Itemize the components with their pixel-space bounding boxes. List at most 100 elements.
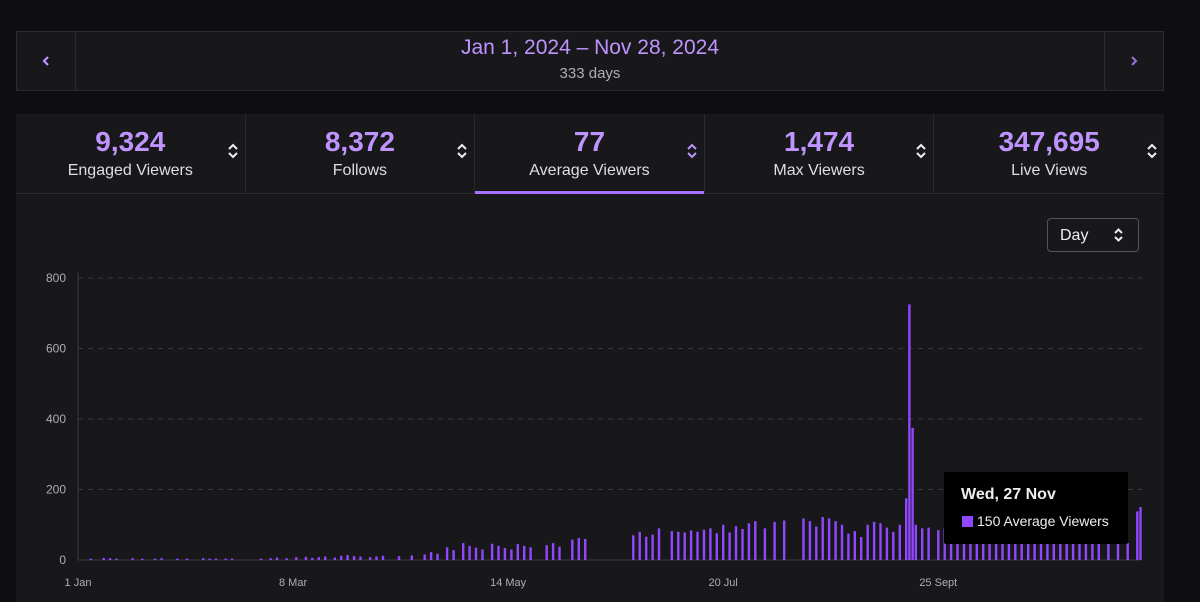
chart-bar: [375, 556, 378, 560]
chart-bar: [885, 527, 889, 560]
chart-bar: [994, 536, 998, 560]
chart-bar: [773, 521, 776, 560]
stat-label: Follows: [332, 162, 387, 179]
tooltip-value-row: 150 Average Viewers: [977, 513, 1109, 529]
chart-bar: [709, 528, 712, 560]
chart-bar: [821, 517, 824, 560]
chart-bar: [1078, 530, 1081, 560]
chart-bar: [516, 544, 519, 560]
stat-value: 77: [573, 126, 606, 157]
chart-bar: [847, 533, 850, 560]
select-arrows-icon: [1114, 228, 1123, 242]
chart-bar: [689, 530, 693, 560]
chart-bar: [346, 555, 349, 560]
x-tick-label: 14 May: [490, 577, 527, 589]
sort-icon: [687, 143, 697, 159]
chart-bar: [840, 524, 844, 561]
stat-label: Live Views: [1011, 162, 1088, 179]
chart-bar: [943, 528, 946, 560]
sort-icon: [1147, 143, 1157, 159]
chart-bar: [108, 558, 112, 560]
chart-bar: [1033, 529, 1036, 560]
tooltip-value: 150: [977, 513, 1001, 529]
chart-bar: [333, 557, 336, 560]
chart-bar: [763, 528, 767, 560]
chart-bar: [214, 558, 218, 560]
stat-tab-max-viewers[interactable]: 1,474 Max Viewers: [705, 114, 935, 193]
chart-bar: [462, 543, 465, 560]
chart-tooltip: Wed, 27 Nov 150 Average Viewers: [944, 472, 1128, 544]
tooltip-label: Average Viewers: [1003, 513, 1109, 529]
chart-bar: [185, 558, 189, 560]
chart-bar: [160, 558, 163, 560]
chart-bar: [982, 528, 985, 560]
chart-bar: [696, 531, 699, 560]
chart-bar: [510, 549, 513, 560]
next-period-button[interactable]: [1104, 32, 1163, 90]
stat-tab-follows[interactable]: 8,372 Follows: [246, 114, 476, 193]
chart-bar: [1126, 543, 1129, 560]
chart-bar: [523, 545, 526, 560]
chart-bar: [1065, 529, 1068, 560]
chart-bar: [429, 552, 433, 560]
date-range-label: Jan 1, 2024 – Nov 28, 2024: [460, 36, 720, 59]
x-tick-label: 25 Sept: [919, 577, 957, 589]
chart-bar: [1059, 530, 1062, 560]
chart-bar: [490, 543, 494, 560]
chart-bar: [783, 520, 786, 560]
chart-bar: [1139, 507, 1142, 560]
chart-bar: [381, 555, 385, 560]
chart-bar: [754, 521, 757, 560]
chart-bar: [872, 521, 876, 560]
previous-period-button[interactable]: [17, 32, 76, 90]
chart-bar: [571, 539, 574, 560]
chart-bar: [436, 553, 439, 560]
chart-bar: [1107, 530, 1110, 560]
stat-value: 347,695: [998, 126, 1100, 157]
stat-tab-average-viewers[interactable]: 77 Average Viewers: [475, 114, 705, 194]
y-tick-label: 400: [46, 412, 66, 426]
chart-bar: [474, 547, 478, 560]
chart-bar: [224, 558, 227, 560]
chart-bar: [879, 523, 882, 560]
chart-bar: [741, 529, 744, 560]
chart-bar: [914, 524, 917, 561]
chart-bar: [102, 557, 105, 560]
x-tick-label: 8 Mar: [279, 577, 307, 589]
chart-bar: [584, 538, 587, 560]
stat-label: Average Viewers: [529, 162, 650, 179]
chart-bar: [324, 556, 327, 560]
average-viewers-chart: 0 200 400 600 800 1 Jan 8 Mar 14 May 20 Jul 25 Se…: [46, 271, 1142, 589]
chart-bar: [815, 526, 818, 560]
date-range-bar: Jan 1, 2024 – Nov 28, 2024 333 days: [16, 31, 1164, 91]
chart-bar: [295, 557, 298, 560]
stat-value: 8,372: [324, 126, 395, 157]
stat-tab-engaged-viewers[interactable]: 9,324 Engaged Viewers: [16, 114, 246, 193]
chart-bar: [311, 557, 314, 560]
chart-bar: [452, 550, 455, 560]
interval-select[interactable]: Day: [1047, 218, 1139, 252]
chart-bar: [802, 518, 805, 560]
chart-bar: [898, 524, 901, 561]
chart-bar: [89, 558, 92, 560]
chart-bar: [577, 538, 580, 560]
chart-bar: [860, 537, 863, 560]
chart-bar: [397, 556, 401, 560]
chart-bar: [269, 558, 272, 560]
chevron-right-icon: [1131, 56, 1138, 66]
chart-bar: [715, 533, 718, 560]
chart-bar: [259, 558, 263, 560]
chart-bar: [352, 556, 356, 560]
y-tick-label: 0: [59, 553, 66, 567]
y-tick-label: 600: [46, 342, 66, 356]
chart-bar: [115, 558, 118, 560]
chart-bar: [677, 531, 680, 560]
chart-bar: [202, 558, 205, 560]
stat-tab-live-views[interactable]: 347,695 Live Views: [934, 114, 1164, 193]
chart-bar: [728, 532, 731, 560]
chart-bar: [551, 543, 555, 560]
chart-bar: [208, 558, 211, 560]
stat-label: Max Viewers: [773, 162, 865, 179]
chart-bar: [423, 554, 426, 560]
sort-icon: [227, 143, 238, 159]
